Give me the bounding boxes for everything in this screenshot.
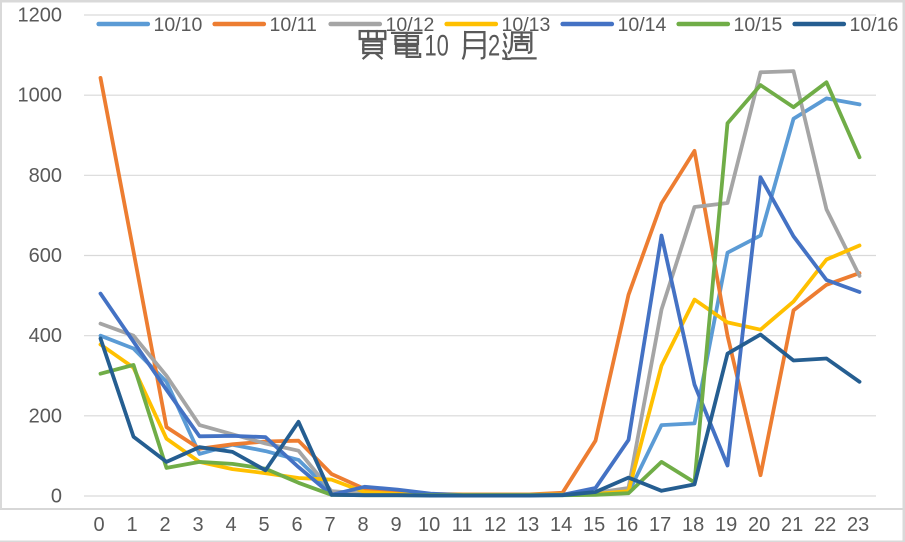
svg-text:18: 18 <box>682 514 704 536</box>
svg-text:6: 6 <box>292 514 303 536</box>
svg-text:1000: 1000 <box>18 85 63 107</box>
svg-text:5: 5 <box>259 514 270 536</box>
svg-text:8: 8 <box>358 514 369 536</box>
svg-text:10/15: 10/15 <box>734 14 783 36</box>
svg-text:1200: 1200 <box>18 5 63 27</box>
svg-text:19: 19 <box>715 514 737 536</box>
svg-text:11: 11 <box>452 514 473 536</box>
svg-text:15: 15 <box>583 514 605 536</box>
svg-text:10/14: 10/14 <box>618 14 667 36</box>
svg-text:13: 13 <box>517 514 539 536</box>
svg-text:7: 7 <box>325 514 336 536</box>
svg-text:600: 600 <box>29 245 62 267</box>
svg-text:4: 4 <box>226 514 237 536</box>
svg-text:17: 17 <box>649 514 671 536</box>
svg-text:10/16: 10/16 <box>850 14 899 36</box>
svg-text:16: 16 <box>616 514 638 536</box>
svg-text:23: 23 <box>847 514 869 536</box>
svg-text:12: 12 <box>484 514 506 536</box>
svg-text:21: 21 <box>781 514 803 536</box>
svg-text:3: 3 <box>193 514 204 536</box>
svg-text:800: 800 <box>29 165 62 187</box>
svg-text:1: 1 <box>127 514 138 536</box>
svg-text:2: 2 <box>488 28 500 62</box>
svg-text:200: 200 <box>29 405 62 427</box>
svg-text:14: 14 <box>550 514 572 536</box>
svg-text:10: 10 <box>418 514 440 536</box>
svg-text:10: 10 <box>425 28 449 62</box>
svg-text:9: 9 <box>391 514 402 536</box>
svg-text:20: 20 <box>748 514 770 536</box>
svg-text:2: 2 <box>160 514 171 536</box>
svg-text:22: 22 <box>814 514 836 536</box>
svg-text:0: 0 <box>51 486 62 508</box>
svg-text:10/11: 10/11 <box>270 14 317 36</box>
svg-text:400: 400 <box>29 325 62 347</box>
svg-text:0: 0 <box>94 514 105 536</box>
svg-text:10/12: 10/12 <box>386 14 435 36</box>
svg-text:10/13: 10/13 <box>502 14 551 36</box>
svg-text:10/10: 10/10 <box>154 14 203 36</box>
